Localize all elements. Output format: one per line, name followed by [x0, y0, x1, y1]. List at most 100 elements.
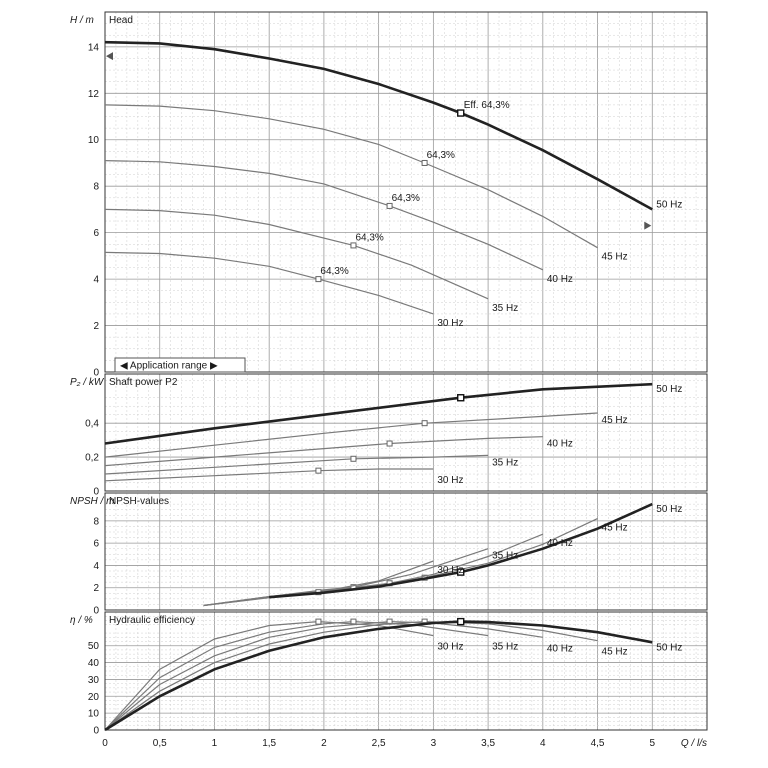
series-label: 35 Hz	[492, 303, 518, 314]
x-tick-label: 4,5	[591, 738, 605, 749]
x-tick-label: 1,5	[262, 738, 276, 749]
x-tick-label: 2,5	[372, 738, 386, 749]
series-label: 50 Hz	[656, 642, 682, 653]
y-tick-label: 6	[93, 228, 99, 239]
application-range-box	[114, 357, 246, 373]
y-tick-label: 0,4	[85, 419, 99, 430]
curve-head-45hz	[104, 104, 598, 249]
curve-power-45hz	[104, 412, 598, 458]
y-tick-label: 10	[88, 135, 100, 146]
series-label: 30 Hz	[437, 565, 463, 576]
y-tick-label: 12	[88, 89, 100, 100]
series-label: 30 Hz	[437, 642, 463, 653]
y-axis-label: NPSH / m	[70, 496, 114, 507]
x-tick-label: 3,5	[481, 738, 495, 749]
series-label: 35 Hz	[492, 642, 518, 653]
y-tick-label: 2	[93, 321, 99, 332]
y-tick-label: 6	[93, 539, 99, 550]
y-tick-label: 0	[93, 606, 99, 617]
y-tick-label: 20	[88, 692, 100, 703]
y-axis-label: η / %	[70, 615, 93, 626]
panel-frame	[104, 373, 708, 492]
operating-point-marker	[421, 159, 428, 166]
series-label: 40 Hz	[547, 439, 573, 450]
operating-point-marker	[421, 420, 428, 427]
series-label: 50 Hz	[656, 199, 682, 210]
efficiency-point-label: 64,3%	[427, 150, 455, 161]
operating-point-marker	[315, 276, 322, 283]
panel-title: Shaft power P2	[109, 377, 178, 388]
operating-point-marker	[457, 568, 465, 576]
grid-layer	[104, 11, 708, 731]
y-tick-label: 10	[88, 709, 100, 720]
x-tick-label: 1	[212, 738, 218, 749]
series-label: 45 Hz	[602, 415, 628, 426]
panel-title: NPSH-values	[109, 496, 169, 507]
x-tick-label: 3	[431, 738, 437, 749]
y-tick-label: 4	[93, 275, 99, 286]
operating-point-marker	[315, 618, 322, 625]
x-tick-label: 4	[540, 738, 546, 749]
series-label: 35 Hz	[492, 551, 518, 562]
range-marker-left	[106, 52, 113, 61]
y-tick-label: 30	[88, 675, 100, 686]
y-tick-label: 0	[93, 726, 99, 737]
y-tick-label: 40	[88, 658, 100, 669]
panel-frame	[104, 492, 708, 611]
y-tick-label: 0	[93, 487, 99, 498]
y-tick-label: 14	[88, 42, 100, 53]
curve-efficiency-40hz	[104, 620, 543, 731]
series-label: 50 Hz	[656, 504, 682, 515]
operating-point-marker	[386, 202, 393, 209]
series-label: 30 Hz	[437, 318, 463, 329]
operating-point-marker	[315, 467, 322, 474]
series-label: 35 Hz	[492, 457, 518, 468]
operating-point-marker	[457, 109, 465, 117]
series-label: 30 Hz	[437, 475, 463, 486]
x-tick-label: 2	[321, 738, 327, 749]
panel-frame	[104, 611, 708, 731]
operating-point-marker	[457, 617, 465, 626]
y-tick-label: 2	[93, 583, 99, 594]
operating-point-marker	[457, 394, 465, 402]
y-tick-label: 50	[88, 641, 100, 652]
curve-efficiency-30hz	[104, 620, 434, 731]
x-tick-label: 0,5	[153, 738, 167, 749]
curve-power-50hz	[104, 382, 653, 445]
efficiency-point-label: 64,3%	[320, 266, 348, 277]
application-range-label: ◀ Application range ▶	[120, 361, 218, 372]
y-tick-label: 8	[93, 182, 99, 193]
curve-npsh-40hz	[203, 533, 544, 607]
y-tick-label: 4	[93, 561, 99, 572]
y-tick-label: 8	[93, 516, 99, 527]
curve-head-35hz	[104, 208, 489, 300]
curve-head-30hz	[104, 251, 434, 315]
operating-point-marker	[350, 242, 357, 249]
curve-head-40hz	[104, 160, 544, 271]
operating-point-marker	[386, 618, 393, 625]
curve-npsh-50hz	[269, 502, 653, 599]
range-marker-right	[644, 221, 652, 230]
operating-point-marker	[350, 455, 357, 462]
efficiency-annotation: Eff. 64,3%	[464, 100, 510, 111]
series-label: 40 Hz	[547, 274, 573, 285]
y-tick-label: 0	[93, 368, 99, 379]
curves-layer	[104, 40, 653, 732]
y-axis-label: H / m	[70, 15, 94, 26]
series-label: 40 Hz	[547, 538, 573, 549]
series-label: 50 Hz	[656, 384, 682, 395]
efficiency-point-label: 64,3%	[355, 232, 383, 243]
curve-efficiency-50hz	[104, 620, 653, 732]
panel-frame	[104, 11, 708, 373]
curve-efficiency-45hz	[104, 620, 598, 731]
x-tick-label: 0	[102, 738, 108, 749]
curve-power-40hz	[104, 436, 543, 467]
series-label: 40 Hz	[547, 643, 573, 654]
operating-point-marker	[386, 440, 393, 447]
series-label: 45 Hz	[602, 252, 628, 263]
y-axis-label: P₂ / kW	[70, 377, 105, 388]
panel-title: Hydraulic efficiency	[109, 615, 195, 626]
efficiency-point-label: 64,3%	[392, 193, 420, 204]
